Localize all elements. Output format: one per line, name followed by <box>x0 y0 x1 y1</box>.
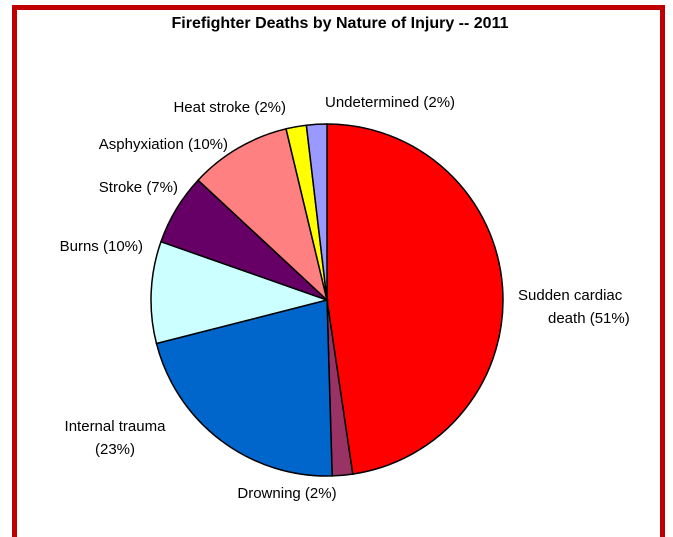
chart-title: Firefighter Deaths by Nature of Injury -… <box>172 15 509 32</box>
pie <box>150 123 504 477</box>
slice-label: Heat stroke (2%) <box>173 99 286 116</box>
slice-label: Asphyxiation (10%) <box>99 136 228 153</box>
slice-label: Internal trauma (23%) <box>65 418 167 458</box>
slice-label: Stroke (7%) <box>99 179 178 196</box>
pie-slice <box>155 299 333 477</box>
slice-label: Drowning (2%) <box>237 485 336 502</box>
pie-slice <box>197 127 329 303</box>
label-line: Sudden cardiac <box>518 287 623 304</box>
slice-label: Undetermined (2%) <box>325 94 455 111</box>
label-line: (23%) <box>95 441 135 458</box>
label-line: death (51%) <box>548 310 630 327</box>
slice-label: Sudden cardiac death (51%) <box>518 287 630 327</box>
label-line: Internal trauma <box>65 418 167 435</box>
frame <box>12 5 665 537</box>
slice-label: Burns (10%) <box>60 238 143 255</box>
pie-slice <box>150 240 330 345</box>
pie-slice <box>305 123 328 301</box>
pie-slice <box>326 123 504 475</box>
